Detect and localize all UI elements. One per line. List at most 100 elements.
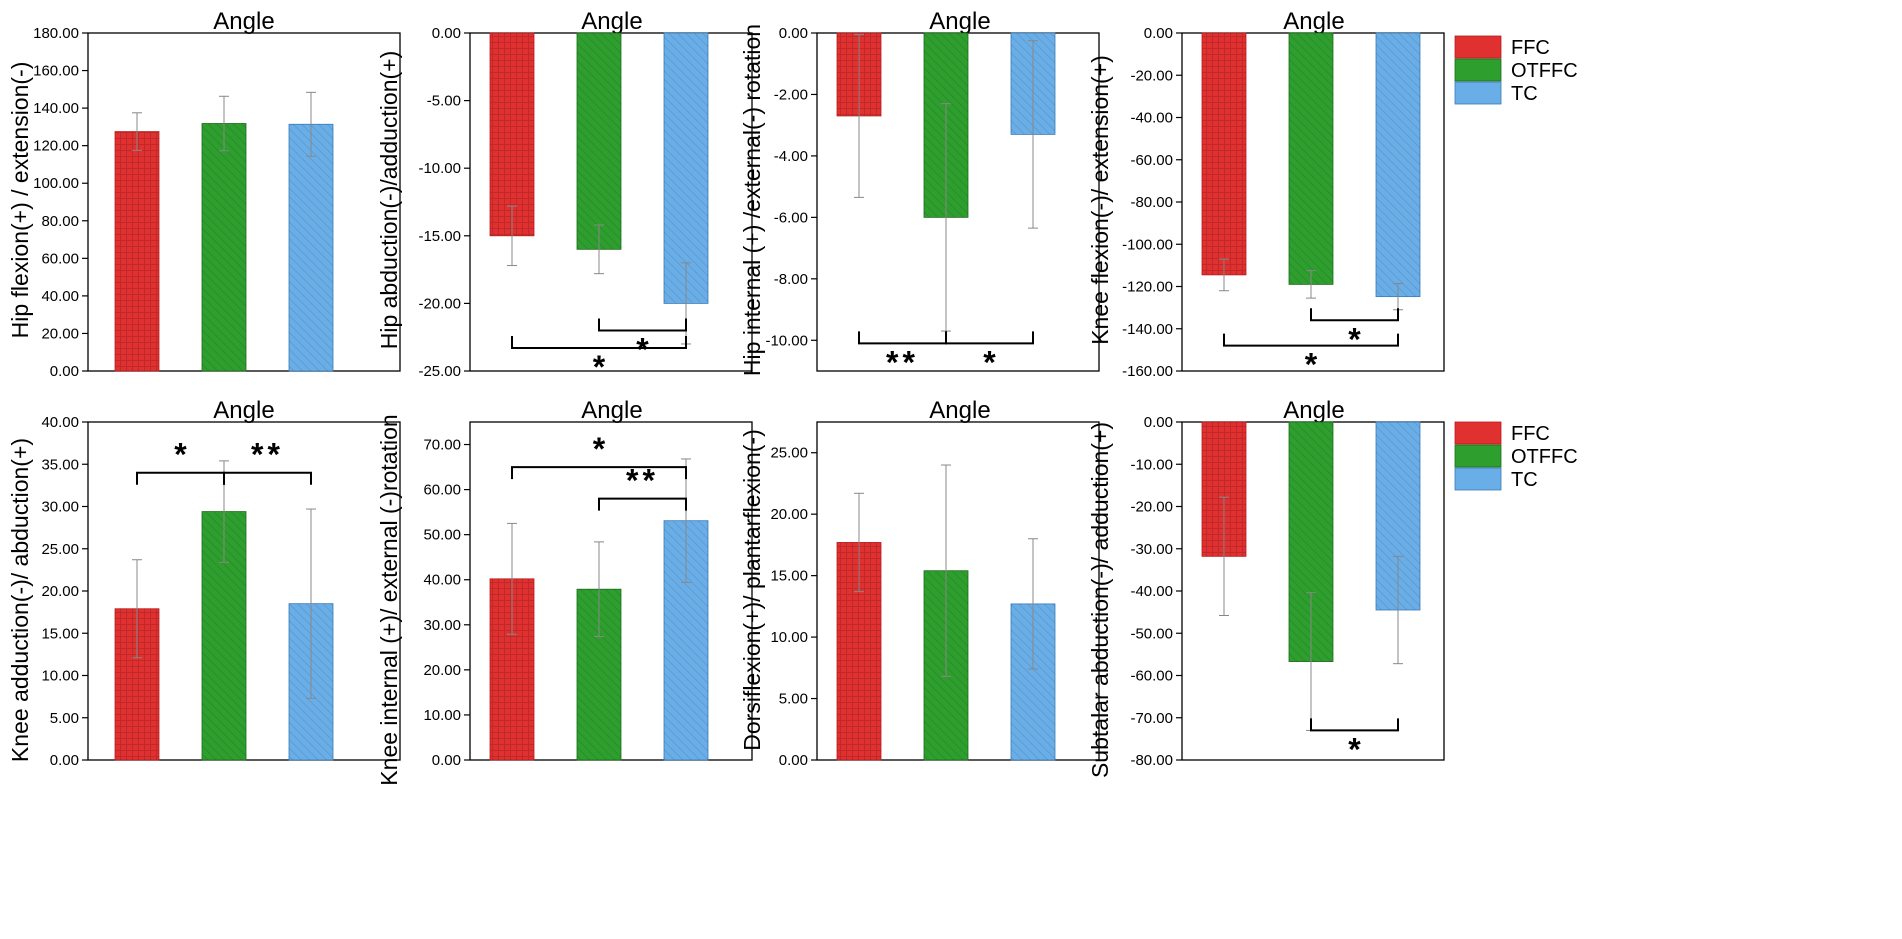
significance-label: * — [174, 437, 187, 473]
significance-label: ** — [886, 344, 919, 380]
y-tick-label: -8.00 — [774, 271, 808, 288]
y-tick-label: -60.00 — [1130, 152, 1173, 169]
panel-title: Angle — [1283, 8, 1344, 35]
y-tick-label: 0.00 — [50, 363, 79, 380]
y-tick-label: 0.00 — [779, 752, 808, 769]
y-tick-label: 60.00 — [423, 482, 461, 499]
panel-hip-flexion: Angle Hip flexion(+) / extension(-) — [7, 8, 401, 372]
bar-texture-tc — [1376, 33, 1420, 297]
significance-bracket — [223, 471, 312, 485]
significance-label: * — [1348, 731, 1361, 767]
y-tick-label: 0.00 — [432, 752, 461, 769]
bar-texture-otffc — [1289, 33, 1333, 285]
y-tick-label: 0.00 — [50, 752, 79, 769]
panel-dorsiflexion: Angle Dorsiflexion(+)/ plantarflexion(-) — [739, 397, 1100, 761]
legend-item-otffc: OTFFC — [1454, 58, 1578, 82]
significance-bracket — [1310, 308, 1399, 322]
chart-marks: 0.00 20.00 40.00 60.00 80.00 100.00 120.00 140.… — [33, 25, 1421, 769]
y-axis-label: Hip flexion(+) / extension(-) — [7, 62, 33, 339]
y-tick-label: -15.00 — [418, 228, 461, 245]
y-tick-label: 15.00 — [41, 625, 79, 642]
y-tick-label: 35.00 — [41, 456, 79, 473]
y-tick-label: 20.00 — [41, 583, 79, 600]
panel-knee-rotation: Angle Knee internal (+)/ external (-)rot… — [376, 397, 753, 786]
panel-1-marks: 0.00 20.00 40.00 60.00 80.00 100.00 120.00 140.… — [33, 25, 334, 380]
y-axis-label: Knee adduction(-)/ abduction(+) — [7, 438, 33, 762]
legend-item-ffc: FFC — [1454, 35, 1550, 59]
significance-label: ** — [251, 437, 284, 473]
y-tick-label: -5.00 — [427, 93, 461, 110]
significance-bracket — [858, 331, 947, 345]
legend-swatch-tc — [1454, 467, 1502, 491]
y-tick-label: 0.00 — [779, 25, 808, 42]
y-tick-label: 20.00 — [41, 325, 79, 342]
panel-title: Angle — [929, 8, 990, 35]
y-tick-label: 20.00 — [423, 662, 461, 679]
panel-hip-abduction: Angle Hip abduction(-)/adduction(+) — [376, 8, 753, 372]
y-tick-label: 5.00 — [50, 710, 79, 727]
y-tick-label: 80.00 — [41, 213, 79, 230]
y-tick-label: -80.00 — [1130, 194, 1173, 211]
bar-texture-ffc — [115, 131, 159, 371]
y-tick-label: -20.00 — [1130, 67, 1173, 84]
legend-label-otffc: OTFFC — [1511, 446, 1578, 468]
y-tick-label: 0.00 — [1144, 25, 1173, 42]
y-tick-label: -20.00 — [418, 295, 461, 312]
y-axis-label: Hip abduction(-)/adduction(+) — [376, 51, 402, 350]
y-tick-label: 70.00 — [423, 437, 461, 454]
y-tick-label: -10.00 — [418, 160, 461, 177]
legend-bottom: FFC OTFFC TC — [1454, 421, 1578, 491]
panel-4-marks: -160.00 -140.00 -120.00 -100.00 -80.00 -60.00… — [1122, 25, 1421, 383]
significance-bracket — [1310, 718, 1399, 732]
y-tick-label: 50.00 — [423, 527, 461, 544]
bar-texture-ffc — [1202, 33, 1246, 275]
y-tick-label: 160.00 — [33, 63, 79, 80]
y-tick-label: 0.00 — [432, 25, 461, 42]
y-tick-label: -6.00 — [774, 209, 808, 226]
y-tick-label: 15.00 — [770, 568, 808, 585]
bar-texture-otffc — [202, 123, 246, 372]
y-tick-label: -100.00 — [1122, 236, 1173, 253]
legend-label-otffc: OTFFC — [1511, 60, 1578, 82]
y-tick-label: 10.00 — [770, 629, 808, 646]
y-tick-label: 0.00 — [1144, 414, 1173, 431]
significance-label: * — [1348, 321, 1361, 357]
legend-label-tc: TC — [1511, 83, 1538, 105]
legend-swatch-ffc — [1454, 35, 1502, 59]
legend-label-ffc: FFC — [1511, 423, 1550, 445]
legend-item-ffc: FFC — [1454, 421, 1550, 445]
y-axis-label: Dorsiflexion(+)/ plantarflexion(-) — [739, 429, 765, 750]
significance-label: ** — [626, 463, 659, 499]
panel-7-marks: 0.00 5.00 10.00 15.00 20.00 25.00 — [770, 445, 1056, 769]
y-tick-label: 25.00 — [41, 541, 79, 558]
panel-5-marks: 0.00 5.00 10.00 15.00 20.00 25.00 30.00 35.00 40… — [41, 414, 334, 769]
y-tick-label: -140.00 — [1122, 321, 1173, 338]
y-tick-label: -30.00 — [1130, 541, 1173, 558]
significance-label: * — [636, 331, 649, 367]
panel-title: Angle — [213, 397, 274, 424]
y-tick-label: -40.00 — [1130, 110, 1173, 127]
y-tick-label: 120.00 — [33, 138, 79, 155]
legend-item-tc: TC — [1454, 467, 1538, 491]
y-tick-label: 10.00 — [423, 707, 461, 724]
y-tick-label: 60.00 — [41, 250, 79, 267]
panel-8-marks: -80.00 -70.00 -60.00 -50.00 -40.00 -30.00 -20.… — [1130, 414, 1421, 769]
y-tick-label: -20.00 — [1130, 499, 1173, 516]
significance-bracket — [598, 318, 687, 332]
panel-2-marks: -25.00 -20.00 -15.00 -10.00 -5.00 0.00 * * — [418, 25, 709, 385]
y-tick-label: -120.00 — [1122, 279, 1173, 296]
y-tick-label: 10.00 — [41, 668, 79, 685]
significance-bracket — [598, 497, 687, 511]
significance-bracket — [136, 471, 225, 485]
significance-bracket — [1223, 333, 1399, 347]
y-tick-label: 40.00 — [423, 572, 461, 589]
bar-texture-otffc — [577, 33, 621, 250]
y-tick-label: 30.00 — [41, 499, 79, 516]
legend-item-otffc: OTFFC — [1454, 444, 1578, 468]
significance-label: * — [1305, 347, 1318, 383]
y-tick-label: 20.00 — [770, 506, 808, 523]
y-tick-label: -25.00 — [418, 363, 461, 380]
panel-title: Angle — [581, 8, 642, 35]
y-tick-label: -80.00 — [1130, 752, 1173, 769]
panel-6-marks: 0.00 10.00 20.00 30.00 40.00 50.00 60.00 70.00 *… — [423, 431, 709, 769]
